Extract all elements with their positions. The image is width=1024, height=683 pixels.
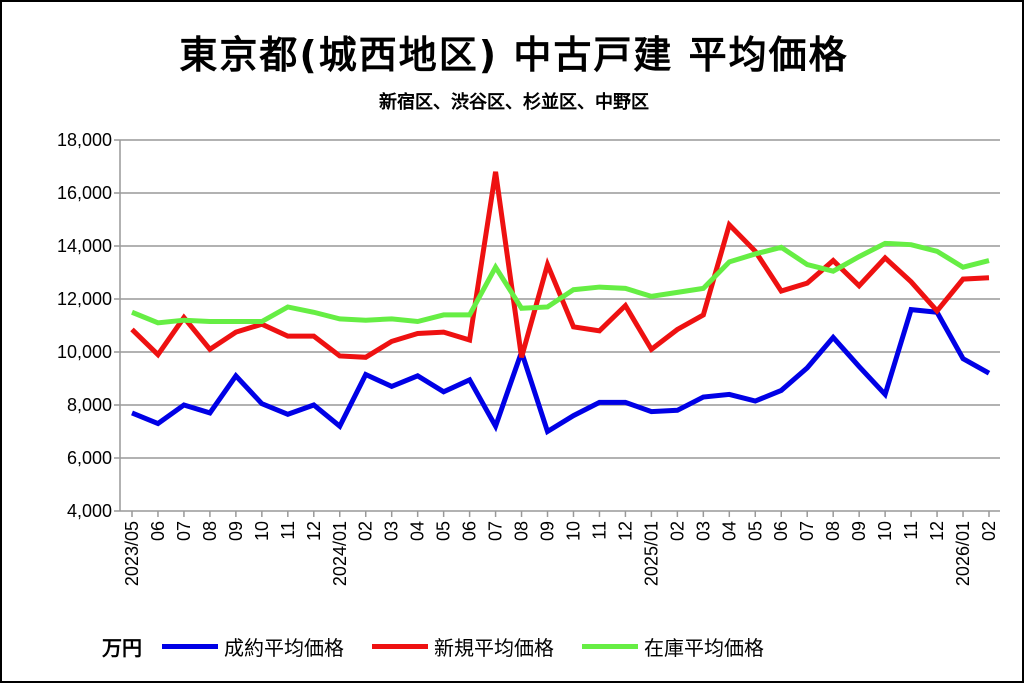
x-tick-label: 05 [434, 521, 454, 541]
x-tick-label: 2023/05 [122, 521, 142, 586]
chart-subtitle: 新宿区、渋谷区、杉並区、中野区 [379, 92, 649, 113]
x-tick-label: 02 [979, 521, 999, 541]
x-tick-label: 10 [563, 521, 583, 541]
legend-swatch [162, 644, 218, 649]
x-tick-label: 07 [174, 521, 194, 541]
series-line-0 [131, 306, 991, 436]
x-tick-label: 11 [278, 521, 298, 540]
x-tick-label: 11 [589, 521, 609, 540]
legend: 万円 成約平均価格 新規平均価格 在庫平均価格 [102, 632, 792, 661]
x-tick-label: 09 [226, 521, 246, 541]
x-tick-label: 06 [460, 521, 480, 541]
x-tick-label: 08 [512, 521, 532, 541]
legend-item-stock: 在庫平均価格 [582, 632, 764, 661]
legend-label: 新規平均価格 [434, 636, 554, 660]
x-tick-label: 03 [693, 521, 713, 541]
series-line-2 [131, 240, 990, 326]
x-tick-label: 05 [745, 521, 765, 541]
x-tick-label: 09 [538, 521, 558, 541]
x-tick-label: 02 [667, 521, 687, 541]
x-tick-label: 12 [615, 521, 635, 541]
series-line-1 [130, 171, 990, 360]
x-tick-label: 07 [797, 521, 817, 541]
x-tick-label: 02 [356, 521, 376, 541]
x-tick-label: 03 [382, 521, 402, 541]
y-tick-label: 18,000 [57, 130, 112, 150]
y-tick-label: 4,000 [67, 501, 112, 521]
y-tick-label: 12,000 [57, 289, 112, 309]
x-tick-label: 2025/01 [641, 521, 661, 586]
x-tick-label: 08 [200, 521, 220, 541]
x-tick-label: 06 [771, 521, 791, 541]
x-tick-label: 04 [719, 521, 739, 541]
y-tick-label: 14,000 [57, 236, 112, 256]
x-tick-label: 2026/01 [953, 521, 973, 586]
x-tick-label: 10 [252, 521, 272, 541]
legend-swatch [582, 644, 638, 649]
legend-item-new: 新規平均価格 [372, 632, 554, 661]
y-tick-label: 16,000 [57, 183, 112, 203]
x-tick-label: 09 [849, 521, 869, 541]
y-tick-label: 10,000 [57, 342, 112, 362]
legend-swatch [372, 644, 428, 649]
x-tick-label: 12 [304, 521, 324, 541]
y-tick-label: 6,000 [67, 448, 112, 468]
x-tick-label: 12 [927, 521, 947, 541]
chart-title: 東京都(城西地区) 中古戸建 平均価格 [179, 33, 849, 77]
legend-item-contract: 成約平均価格 [162, 632, 344, 661]
x-tick-label: 11 [901, 521, 921, 540]
x-tick-label: 06 [148, 521, 168, 541]
x-tick-label: 08 [823, 521, 843, 541]
x-tick-label: 10 [875, 521, 895, 541]
x-tick-label: 07 [486, 521, 506, 541]
legend-label: 成約平均価格 [224, 636, 344, 660]
y-tick-label: 8,000 [67, 395, 112, 415]
legend-label: 在庫平均価格 [644, 636, 764, 660]
unit-label: 万円 [102, 636, 142, 660]
x-tick-label: 2024/01 [330, 521, 350, 586]
x-tick-label: 04 [408, 521, 428, 541]
